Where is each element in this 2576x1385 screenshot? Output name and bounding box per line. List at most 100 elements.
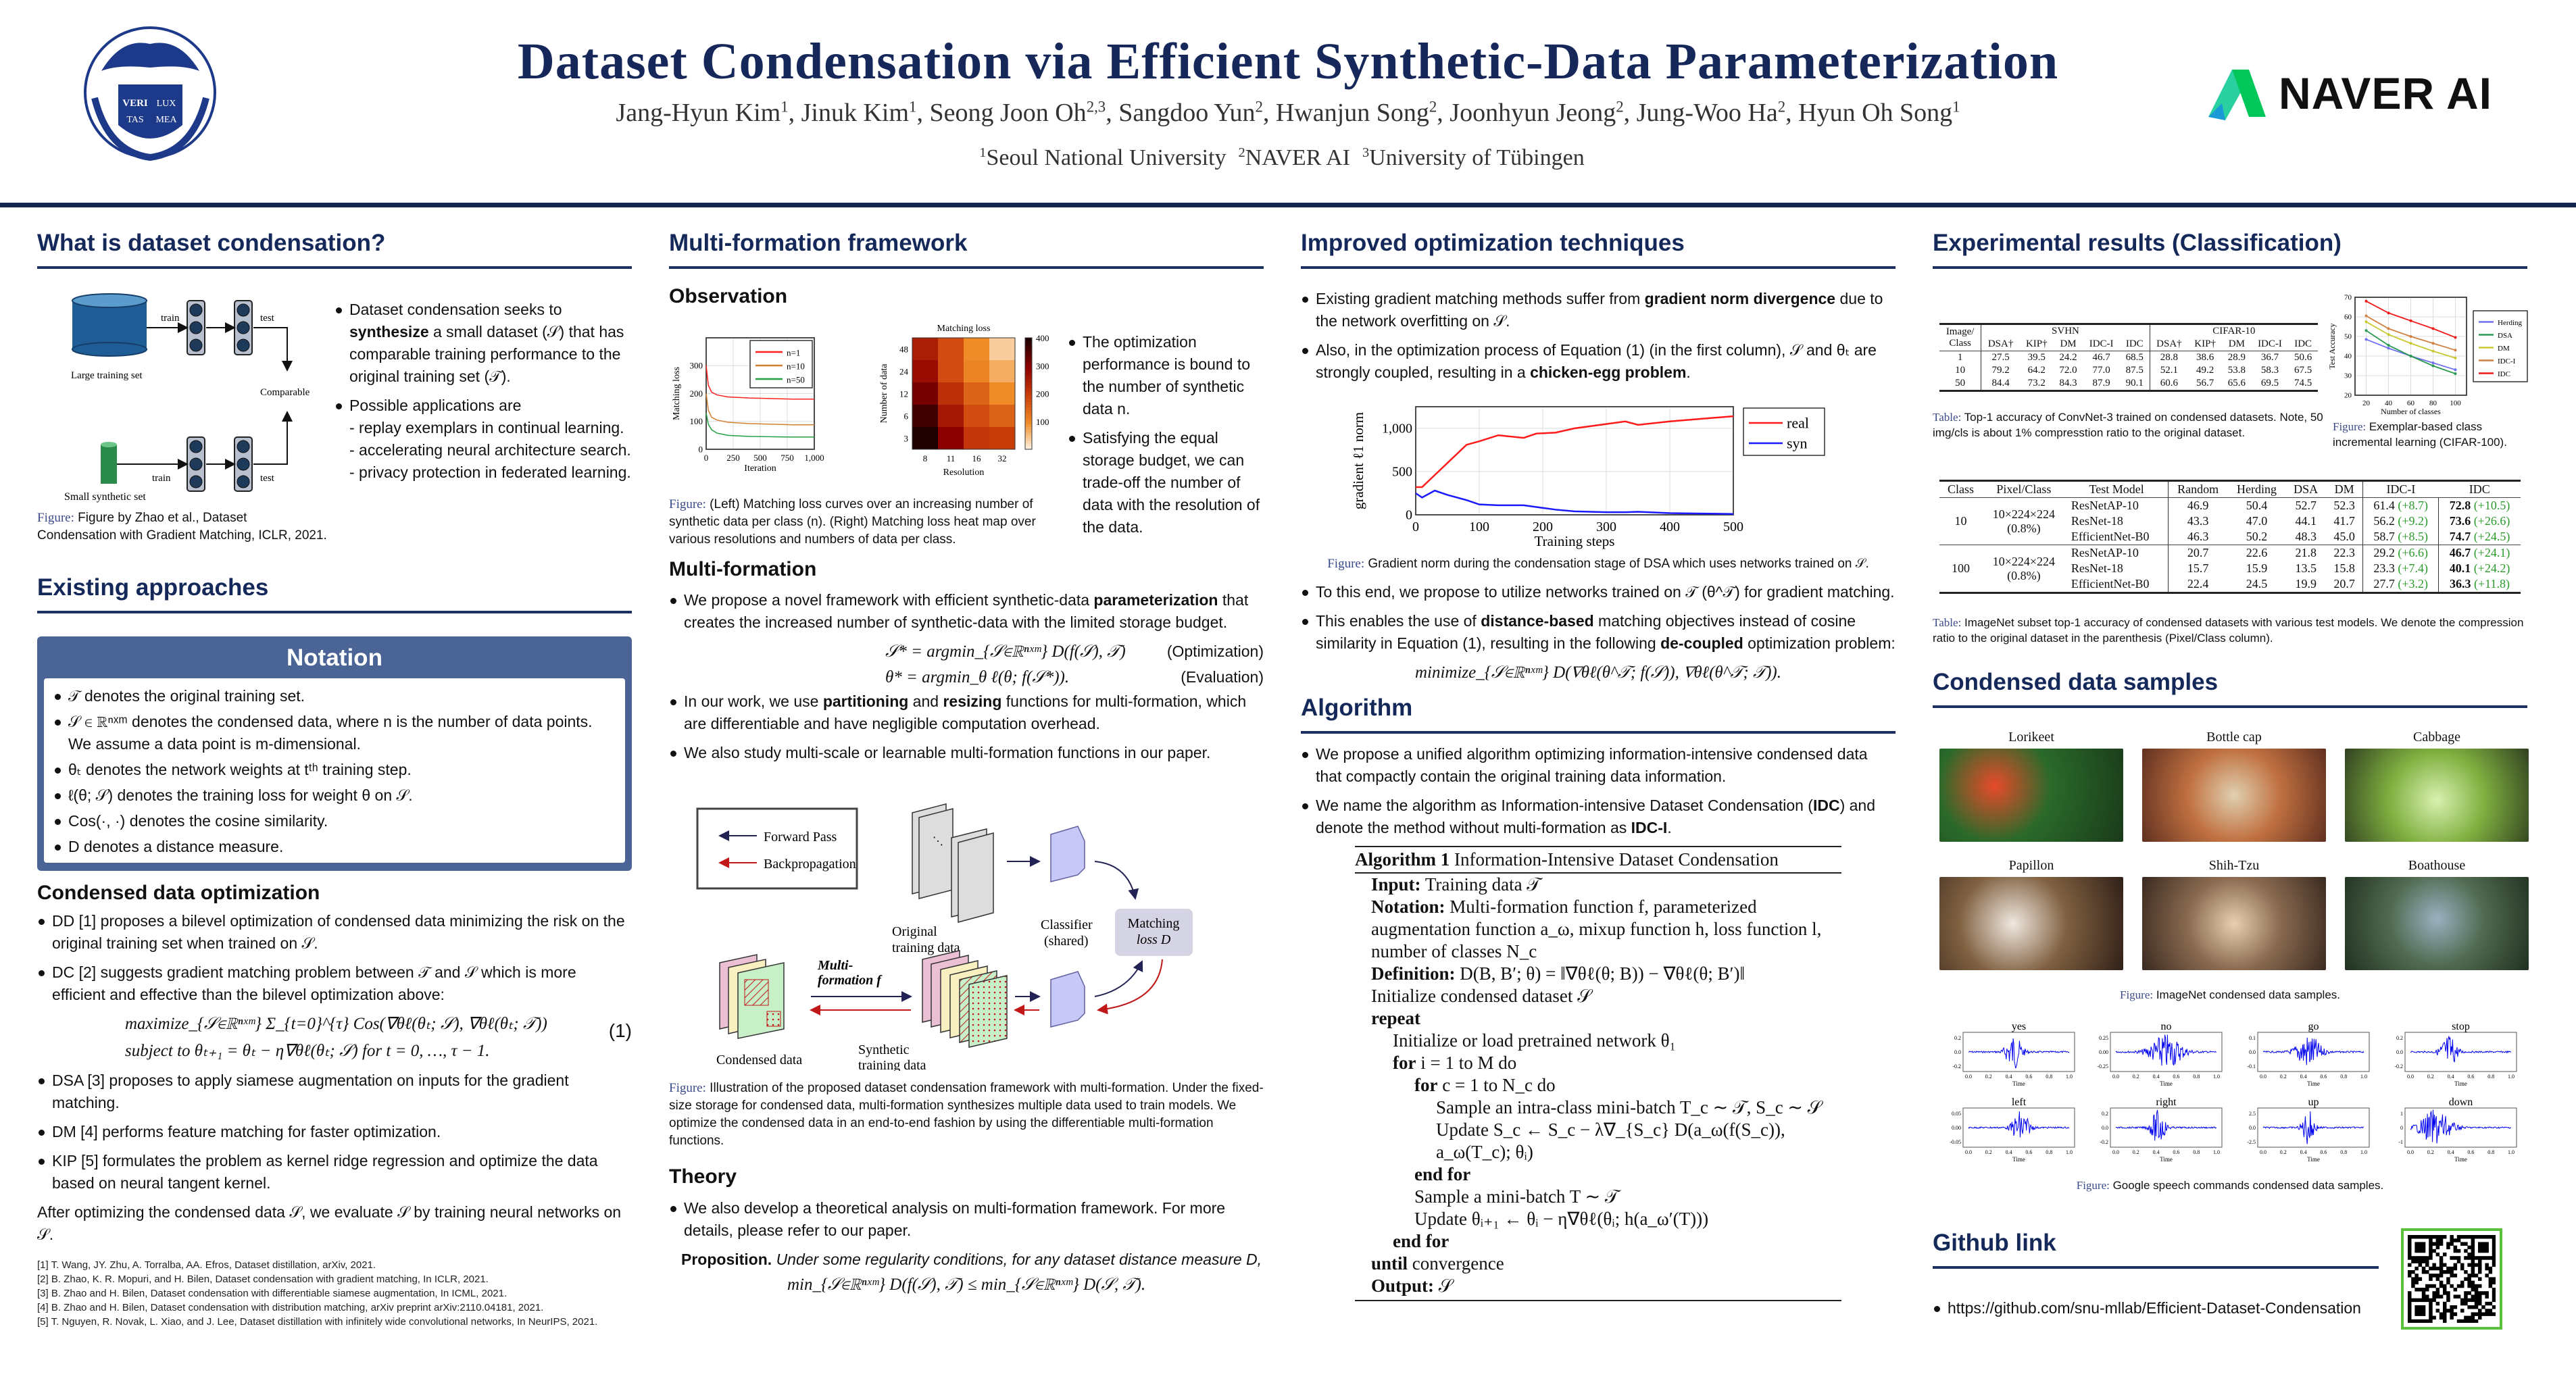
proposition: Proposition. Under some regularity condi… [669,1249,1264,1271]
caption-text: Exemplar-based class incremental learnin… [2333,420,2507,449]
qr-module [2450,1309,2454,1313]
qr-module [2414,1288,2419,1292]
class-cell: 10 [1954,514,1967,528]
qr-module [2421,1249,2426,1253]
qr-module [2460,1301,2464,1306]
references: [1] T. Wang, JY. Zhu, A. Torralba, AA. E… [37,1258,632,1329]
bold-text: resizing [943,692,1002,710]
qr-module [2467,1305,2471,1309]
equation-1: maximize_{𝒮∈ℝⁿˣᵐ} Σ_{t=0}^{τ} Cos(∇θℓ(θₜ… [37,1010,632,1065]
waveform-signal [2262,1111,2364,1144]
waveform-title: no [2161,1021,2172,1032]
gain: (+6.6) [2398,546,2428,559]
qr-module [2481,1242,2485,1246]
colorbar-segment [1025,388,1032,391]
qr-module [2474,1312,2479,1316]
qr-module [2439,1235,2444,1239]
qr-module [2471,1249,2475,1253]
qr-module [2485,1256,2489,1260]
colorbar-segment [1025,385,1032,388]
qr-module [2418,1245,2423,1250]
text: ) and denote the method without multi-fo… [1316,797,1876,836]
qr-module [2467,1298,2471,1303]
data-point [2364,320,2368,324]
x-axis-label: Time [2160,1156,2173,1163]
qr-module [2488,1284,2493,1288]
algorithm-text: Training data 𝒯 [1425,874,1541,895]
colorbar-tick-label: 100 [1036,417,1049,427]
qr-module [2421,1294,2426,1299]
legend-label: IDC-I [2498,357,2516,366]
matching-label: loss D [1137,932,1171,947]
class-cell: 100 [1951,561,1970,575]
x-tick-label: 0.0 [2112,1074,2119,1080]
x-tick-label: 0.2 [2280,1074,2287,1080]
algorithm-text: Update θᵢ₊₁ ← θᵢ − η∇θℓ(θᵢ; h(a_ω′(T))) [1414,1209,1709,1229]
ratio-value: (0.8%) [2007,521,2041,535]
value-cell: 21.8 [2295,546,2317,559]
pixel-value: 10×224×224 [1992,554,2056,568]
matching-loss-chart: 0 250 500 750 1,000 0 100 200 300 Iteration Matchi… [672,337,824,474]
y-axis-label: gradient ℓ1 norm [1350,412,1366,509]
qr-module [2421,1256,2426,1260]
value-cell: 38.6 [2196,352,2214,363]
bullet-dd: DD [1] proposes a bilevel optimization o… [37,910,632,955]
qr-module [2408,1305,2412,1309]
algorithm-text: Multi-formation function f, parameterize… [1371,897,1822,961]
qr-module [2478,1245,2482,1250]
y-tick-label: 0 [1406,508,1412,523]
colorbar-segment [1025,421,1032,425]
notation-item: Cos(·, ·) denotes the cosine similarity. [53,810,616,832]
qr-module [2485,1294,2489,1299]
qr-module [2443,1309,2447,1313]
colorbar-segment [1025,391,1032,394]
x-axis-label: Time [2012,1156,2025,1163]
qr-module [2450,1312,2454,1316]
table-row: 1 27.5 39.5 24.2 46.7 68.5 28.8 38.6 28.9 36.7 50.… [1939,351,2318,364]
author-list: Jang-Hyun Kim1, Jinuk Kim1, Seong Joon O… [0,98,2576,128]
qr-module [2453,1249,2458,1253]
qr-module [2478,1249,2482,1253]
algorithm-line: Sample an intra-class mini-batch T_c ∼ 𝒯… [1355,1097,1841,1119]
qr-module [2421,1266,2426,1271]
sample-grid: Lorikeet Bottle cap Cabbage Papillon Shih-Tz… [1933,730,2529,986]
algorithm-text: Update S_c ← S_c − λ∇_{S_c} D(a_ω(f(S_c)… [1436,1119,1785,1162]
bold-text: parameterization [1093,591,1218,609]
x-tick-label: 20 [2362,399,2371,407]
colorbar-segment [1025,349,1032,353]
algorithm-line: Initialize or load pretrained network θ₁ [1355,1030,1841,1052]
value-cell: 43.3 [2187,514,2209,528]
gain: (+24.5) [2473,530,2510,543]
qr-module [2481,1305,2485,1309]
qr-module [2492,1291,2496,1295]
gain: (+7.4) [2398,561,2428,575]
section-heading-multiformation: Multi-formation framework [669,230,1264,269]
series-line-real [1416,415,1734,488]
qr-module [2450,1256,2454,1260]
text: matching objectives instead of cosine si… [1316,612,1856,652]
affiliation-name: NAVER AI [1245,145,1350,171]
qr-module [2478,1291,2482,1295]
improved-flow: Figure: Gradient norm during the condens… [1301,555,1896,1301]
bullet: We propose a novel framework with effici… [669,589,1264,634]
qr-code[interactable] [2401,1228,2502,1330]
y-tick-label: -1 [2398,1139,2403,1145]
qr-module [2453,1305,2458,1309]
gain: (+11.8) [2474,577,2510,590]
heatmap-cell [964,427,989,449]
colorbar-segment [1025,396,1032,400]
colorbar-segment [1025,360,1032,363]
x-tick-label: 0.4 [2153,1149,2160,1155]
github-link[interactable]: https://github.com/snu-mllab/Efficient-D… [1933,1297,2365,1319]
legend: n=1 n=10 n=50 [749,340,813,388]
proposition-equation: min_{𝒮∈ℝⁿˣᵐ} D(f(𝒮), 𝒯) ≤ min_{𝒮∈ℝⁿˣᵐ} D… [787,1276,1146,1294]
data-point [2387,347,2390,350]
equation-optimization: 𝒮* = argmin_{𝒮∈ℝⁿˣᵐ} D(f(𝒮), 𝒯) [885,643,1126,661]
colorbar-segment [1025,443,1032,447]
qr-module [2435,1288,2440,1292]
bullet: We also develop a theoretical analysis o… [669,1197,1264,1242]
qr-module [2408,1253,2412,1257]
value-cell: 84.3 [2059,378,2077,388]
y-tick-label: -0.25 [2097,1063,2108,1069]
qr-module [2425,1256,2429,1260]
